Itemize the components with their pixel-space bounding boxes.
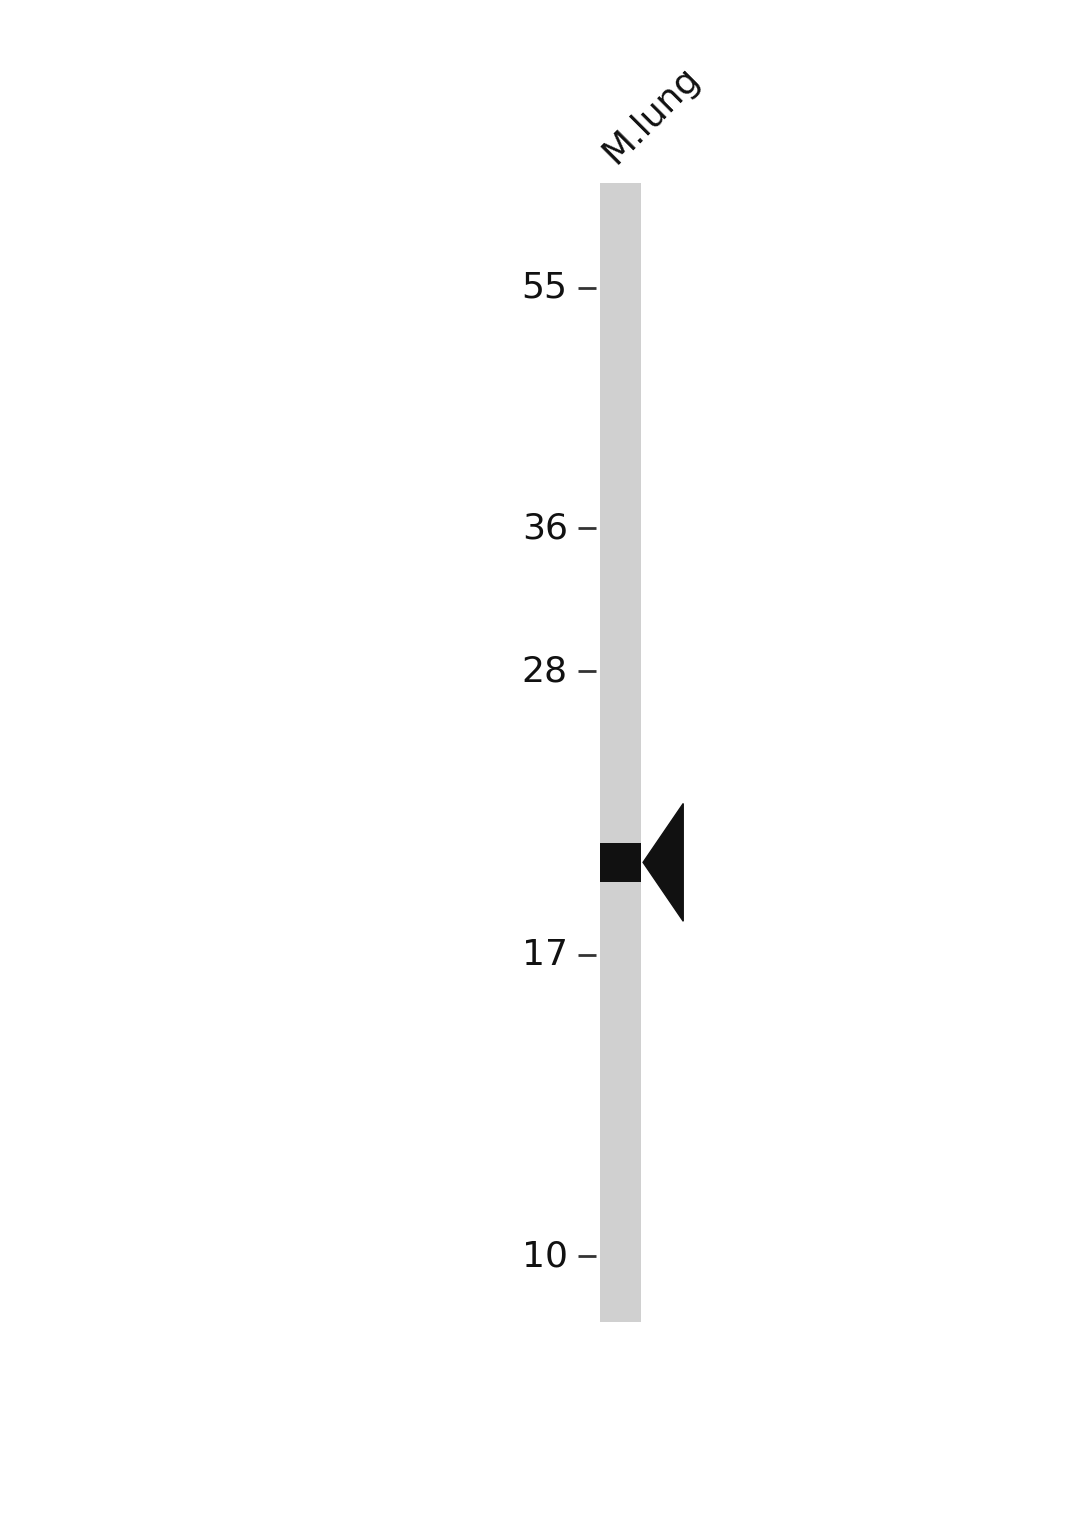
Text: 28: 28 xyxy=(522,654,568,688)
Text: 36: 36 xyxy=(522,511,568,546)
Bar xyxy=(600,842,640,882)
Text: 55: 55 xyxy=(522,271,568,304)
Text: 10: 10 xyxy=(522,1238,568,1274)
Text: 17: 17 xyxy=(522,937,568,972)
Polygon shape xyxy=(643,804,684,922)
Bar xyxy=(600,183,640,1321)
Text: M.lung: M.lung xyxy=(596,60,706,170)
